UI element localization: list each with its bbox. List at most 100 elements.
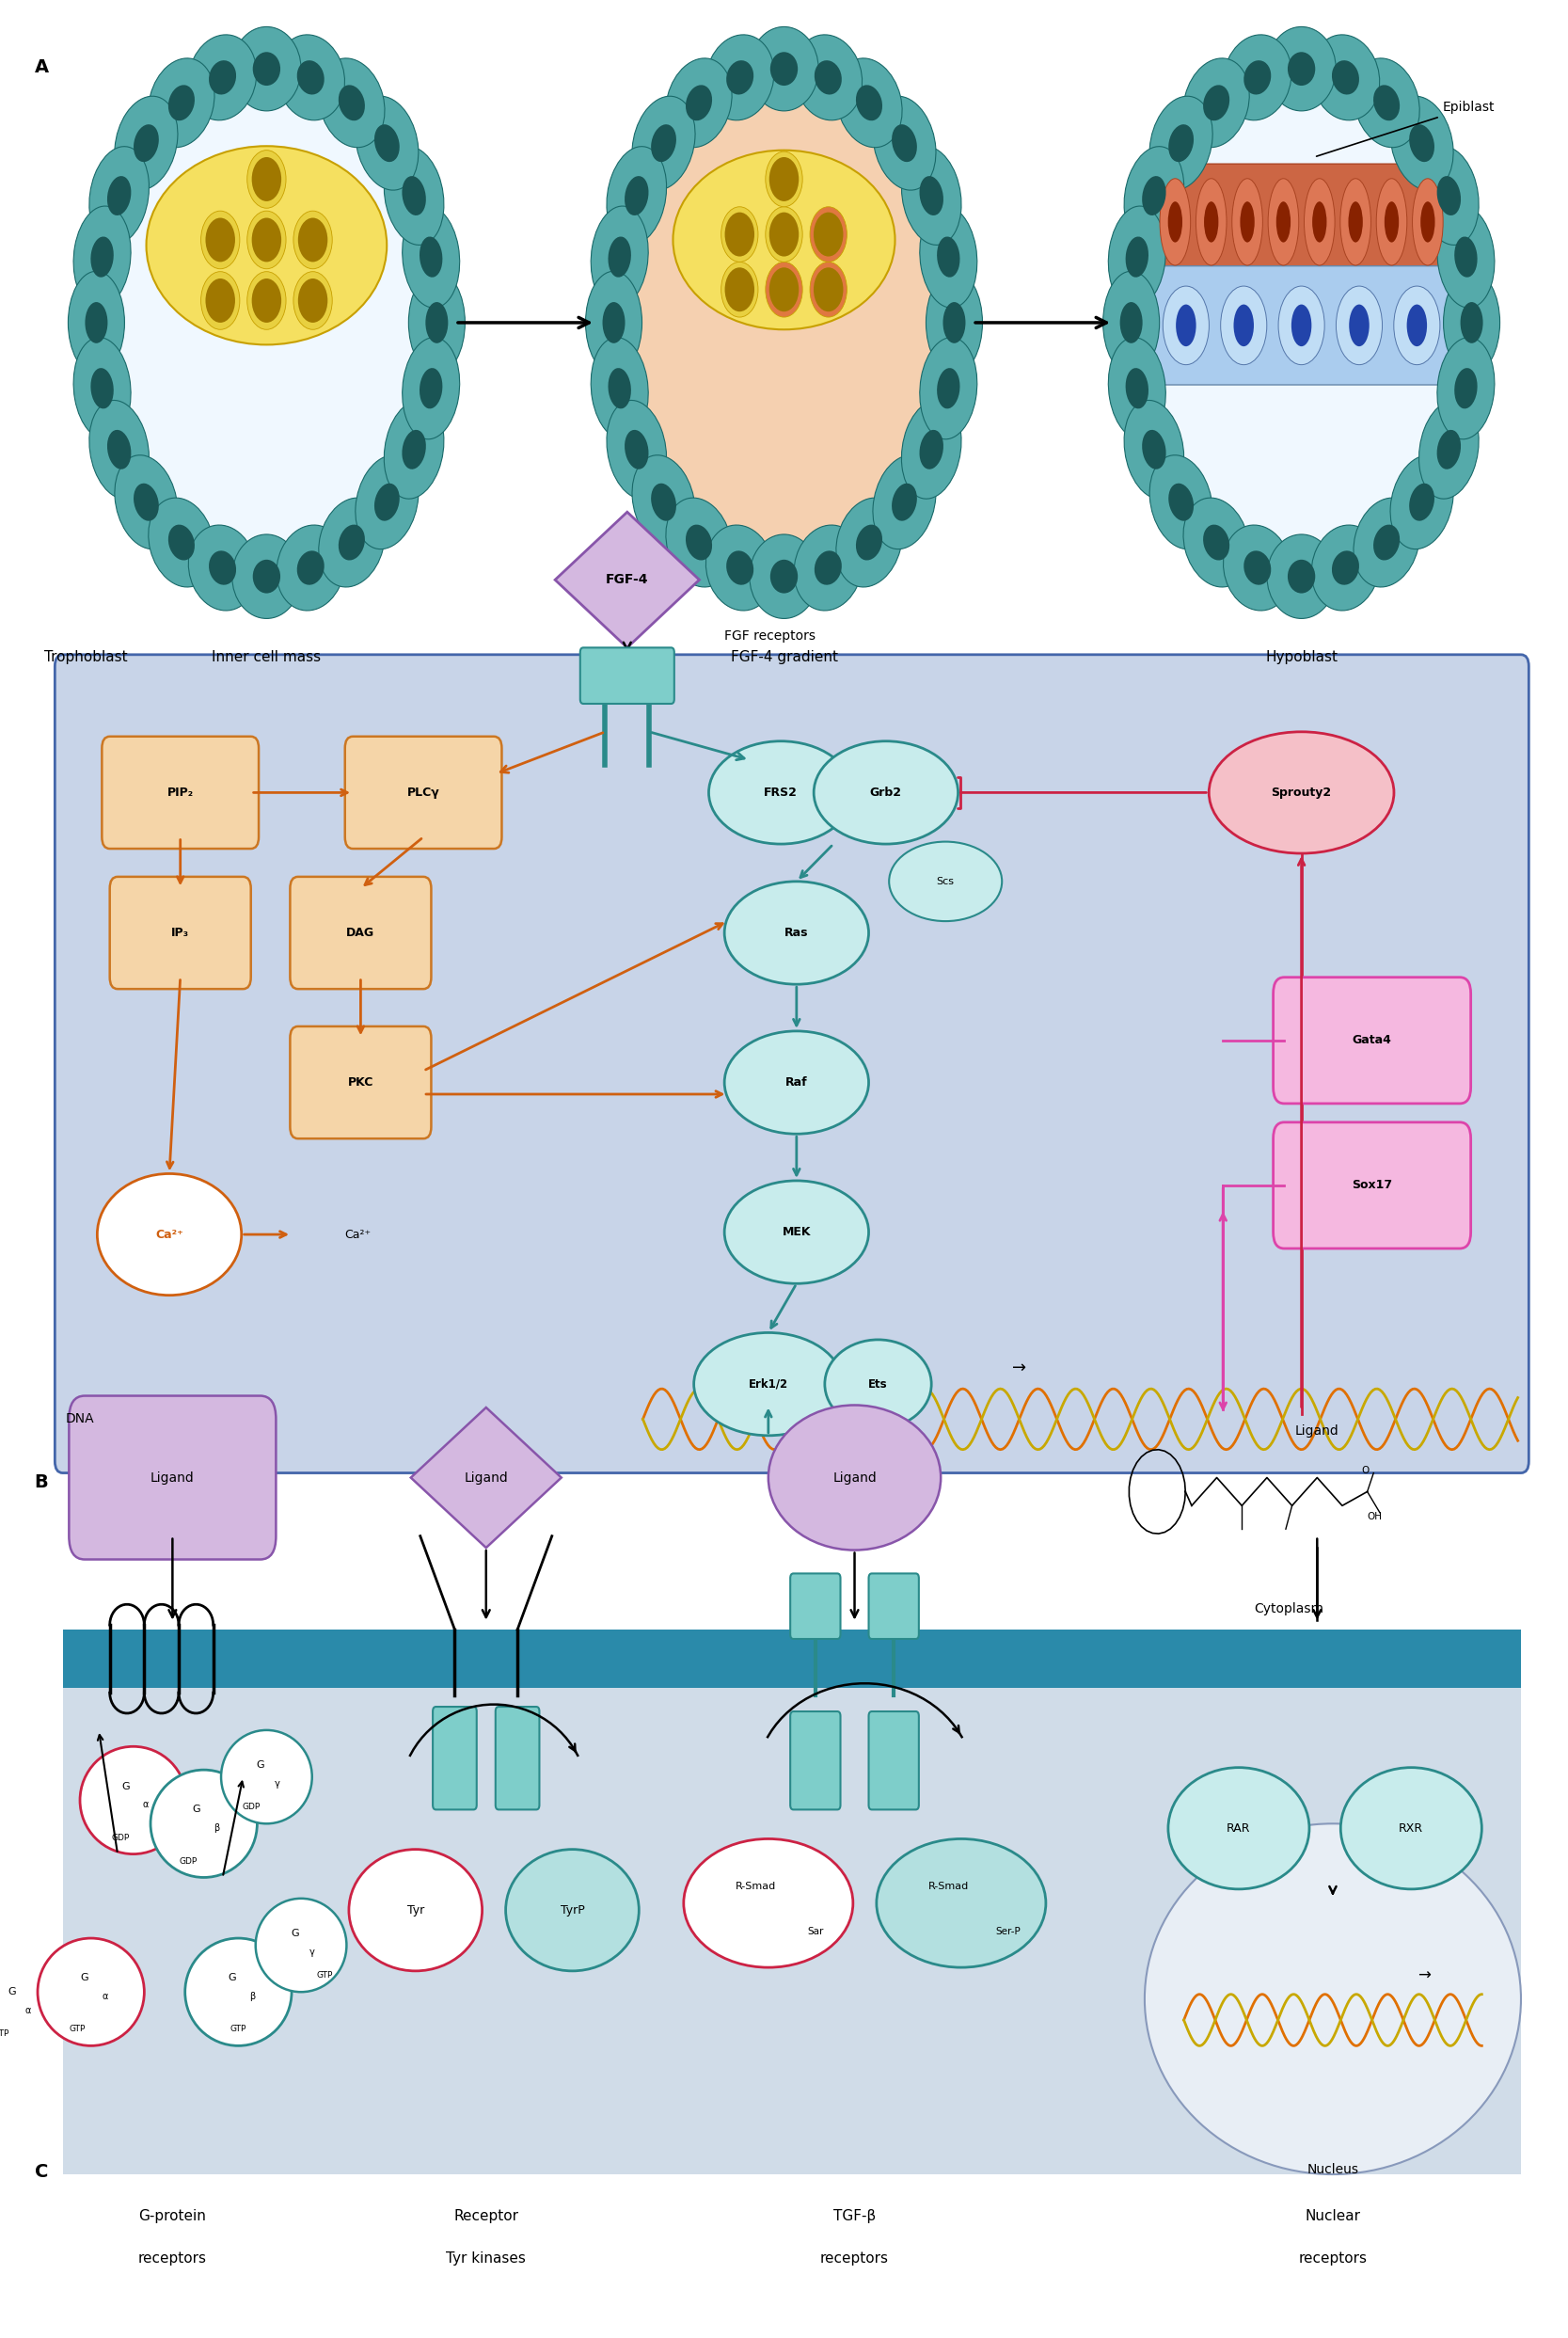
Text: Ras: Ras: [784, 926, 809, 940]
Text: γ: γ: [309, 1948, 315, 1957]
Ellipse shape: [276, 526, 345, 610]
Ellipse shape: [666, 498, 732, 587]
Text: R-Smad: R-Smad: [928, 1882, 969, 1891]
Text: Sar: Sar: [808, 1927, 823, 1936]
Ellipse shape: [836, 498, 902, 587]
Ellipse shape: [811, 262, 847, 318]
Ellipse shape: [356, 456, 419, 549]
Ellipse shape: [814, 741, 958, 844]
Ellipse shape: [624, 430, 649, 470]
Ellipse shape: [632, 96, 695, 189]
Text: FGF-4: FGF-4: [605, 573, 649, 587]
Ellipse shape: [114, 456, 177, 549]
Text: Nuclear: Nuclear: [1305, 2209, 1361, 2223]
Text: Ligand: Ligand: [151, 1471, 194, 1485]
Ellipse shape: [726, 552, 754, 584]
Ellipse shape: [706, 526, 775, 610]
Circle shape: [1138, 79, 1465, 566]
Ellipse shape: [1184, 58, 1250, 147]
Ellipse shape: [107, 430, 132, 470]
Ellipse shape: [403, 337, 459, 440]
Ellipse shape: [420, 236, 442, 278]
Ellipse shape: [375, 484, 400, 521]
Ellipse shape: [318, 498, 384, 587]
Ellipse shape: [1126, 367, 1148, 409]
Ellipse shape: [1438, 337, 1494, 440]
Ellipse shape: [151, 1770, 257, 1877]
Ellipse shape: [85, 302, 108, 344]
Text: FGF-4 gradient: FGF-4 gradient: [731, 650, 837, 664]
Ellipse shape: [403, 206, 459, 309]
FancyBboxPatch shape: [102, 736, 259, 849]
Circle shape: [724, 267, 754, 311]
Text: G: G: [191, 1805, 201, 1814]
Text: β: β: [249, 1992, 256, 2001]
Ellipse shape: [38, 1938, 144, 2046]
Ellipse shape: [1385, 201, 1399, 243]
Ellipse shape: [1348, 201, 1363, 243]
Ellipse shape: [684, 1838, 853, 1966]
Ellipse shape: [1267, 535, 1336, 620]
Ellipse shape: [1126, 236, 1148, 278]
Circle shape: [252, 157, 281, 201]
Circle shape: [632, 96, 936, 549]
Ellipse shape: [293, 210, 332, 269]
FancyBboxPatch shape: [869, 1711, 919, 1810]
FancyBboxPatch shape: [69, 1396, 276, 1559]
Ellipse shape: [608, 367, 630, 409]
Ellipse shape: [74, 337, 130, 440]
Text: A: A: [34, 58, 49, 77]
Ellipse shape: [1421, 201, 1435, 243]
Text: TGF-β: TGF-β: [833, 2209, 877, 2223]
Circle shape: [252, 217, 281, 262]
Ellipse shape: [1436, 430, 1461, 470]
Text: Tyr kinases: Tyr kinases: [447, 2251, 525, 2266]
Ellipse shape: [765, 152, 803, 206]
Ellipse shape: [1168, 124, 1193, 161]
Ellipse shape: [814, 552, 842, 584]
Ellipse shape: [938, 367, 960, 409]
Ellipse shape: [856, 524, 883, 561]
Text: IP₃: IP₃: [171, 926, 190, 940]
Ellipse shape: [919, 175, 944, 215]
Ellipse shape: [149, 58, 215, 147]
Bar: [63, 1688, 1521, 2174]
Ellipse shape: [248, 210, 285, 269]
FancyBboxPatch shape: [1273, 1122, 1471, 1248]
Ellipse shape: [877, 1838, 1046, 1966]
Circle shape: [205, 217, 235, 262]
Text: Ca²⁺: Ca²⁺: [345, 1227, 370, 1241]
Ellipse shape: [1124, 400, 1184, 498]
Ellipse shape: [825, 1340, 931, 1429]
Text: receptors: receptors: [820, 2251, 889, 2266]
Text: Ser-P: Ser-P: [996, 1927, 1021, 1936]
Ellipse shape: [1353, 498, 1419, 587]
Ellipse shape: [793, 526, 862, 610]
Ellipse shape: [726, 61, 754, 94]
Text: Erk1/2: Erk1/2: [748, 1377, 789, 1391]
FancyBboxPatch shape: [290, 1026, 431, 1139]
Text: RXR: RXR: [1399, 1821, 1424, 1835]
Ellipse shape: [384, 147, 444, 245]
Ellipse shape: [1149, 96, 1212, 189]
FancyBboxPatch shape: [1273, 977, 1471, 1104]
Ellipse shape: [133, 124, 158, 161]
Ellipse shape: [1406, 304, 1427, 346]
Ellipse shape: [1374, 84, 1400, 122]
Ellipse shape: [133, 484, 158, 521]
Ellipse shape: [296, 61, 325, 94]
Text: Tyr: Tyr: [408, 1903, 423, 1917]
Ellipse shape: [1168, 484, 1193, 521]
Ellipse shape: [1311, 35, 1380, 119]
Ellipse shape: [1419, 147, 1479, 245]
Ellipse shape: [146, 145, 387, 344]
Ellipse shape: [296, 552, 325, 584]
Circle shape: [814, 213, 844, 257]
Ellipse shape: [1336, 285, 1383, 365]
Text: β: β: [213, 1824, 220, 1833]
Text: GDP: GDP: [241, 1803, 260, 1812]
Ellipse shape: [889, 842, 1002, 921]
Ellipse shape: [1311, 526, 1380, 610]
Ellipse shape: [256, 1898, 347, 1992]
Ellipse shape: [673, 150, 895, 330]
